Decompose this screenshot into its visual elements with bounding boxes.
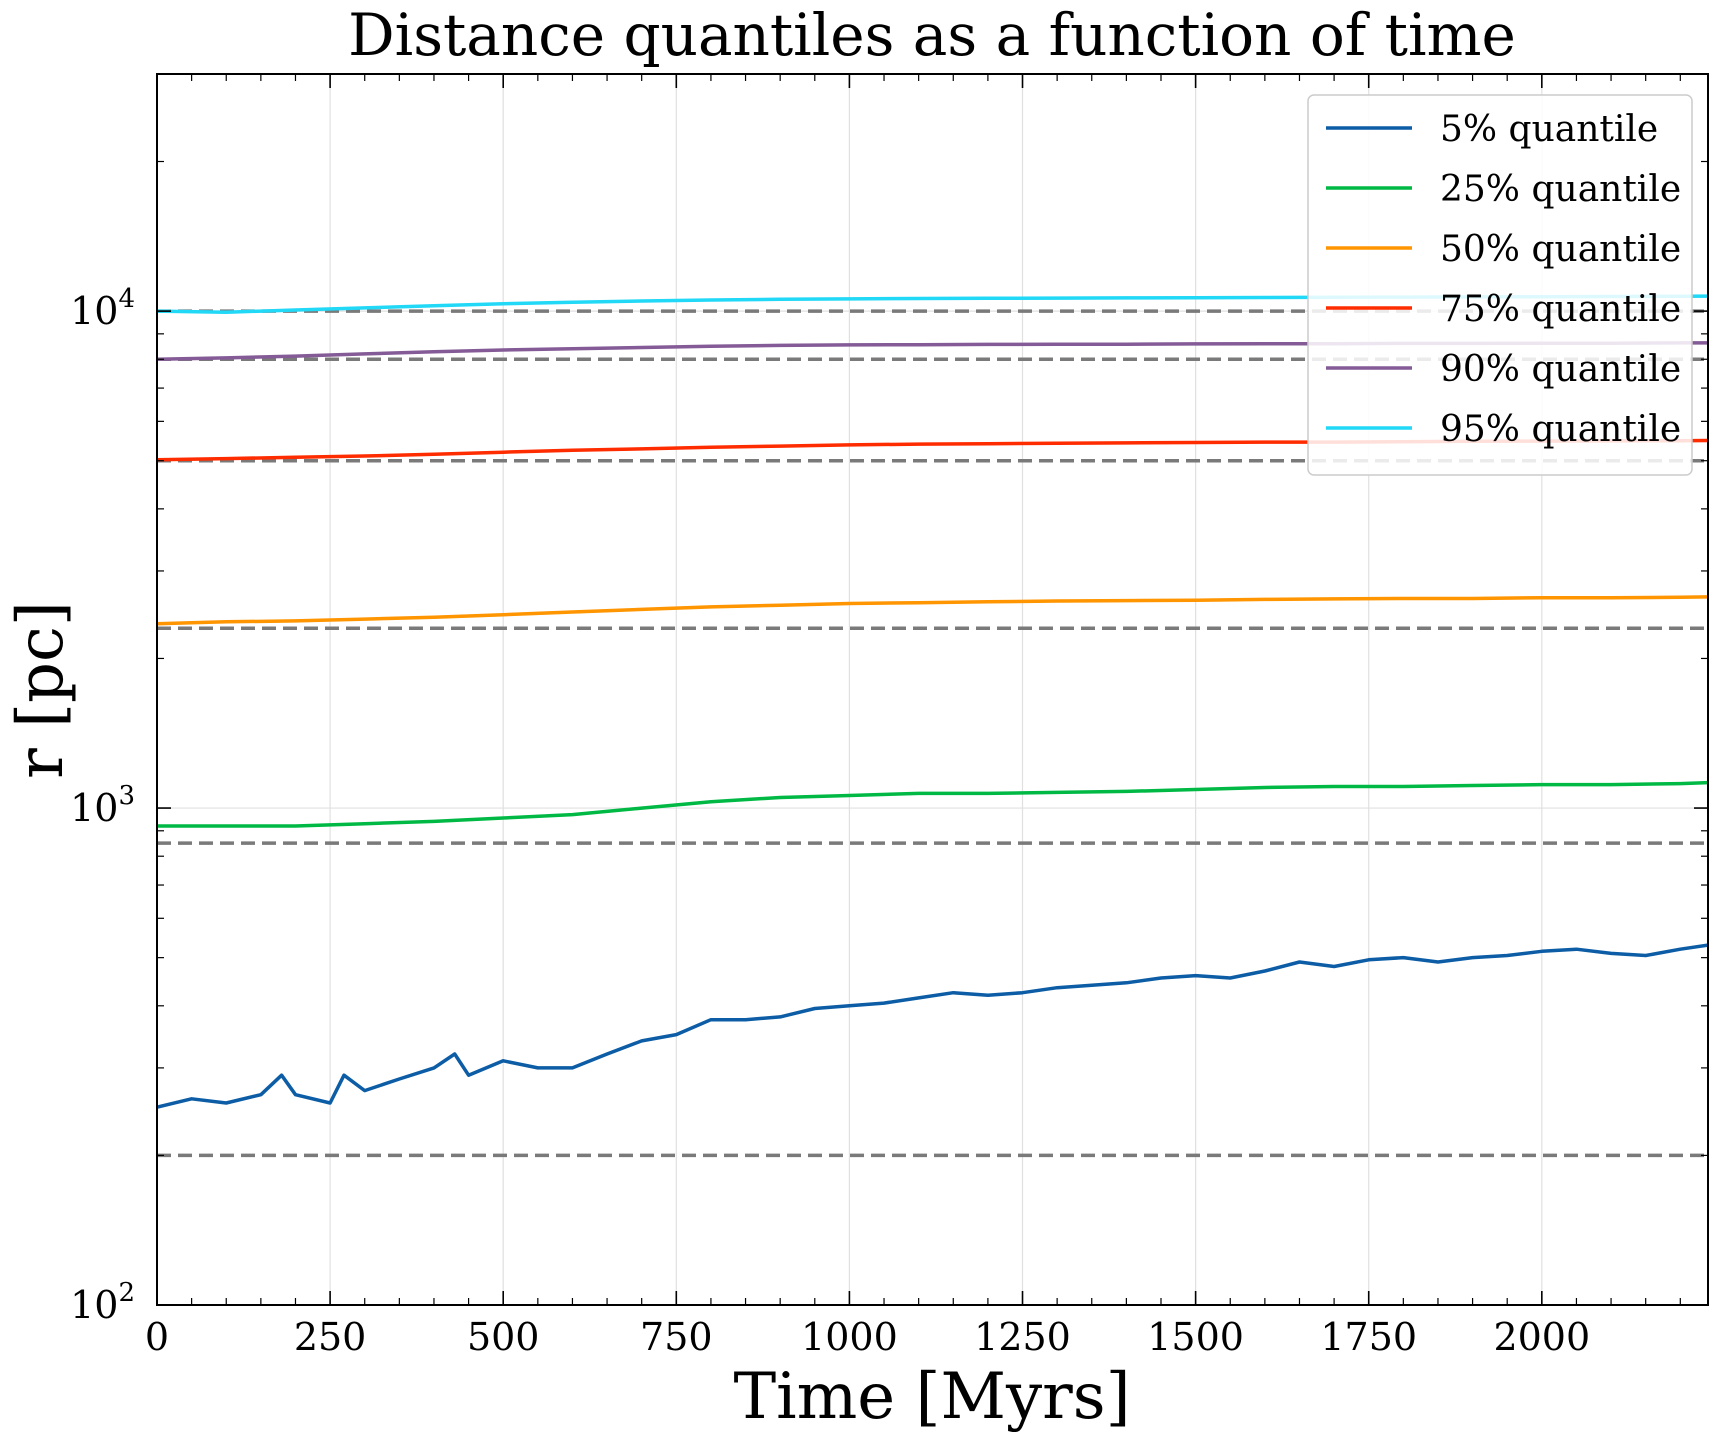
y-tick-label: 104	[70, 284, 135, 333]
y-tick-label: 103	[70, 781, 135, 830]
chart-title: Distance quantiles as a function of time	[348, 1, 1516, 69]
y-tick-label: 102	[70, 1278, 135, 1327]
legend-label: 5% quantile	[1440, 109, 1658, 150]
series-line	[157, 595, 1708, 626]
x-axis: 0 250 500 750 1000 1250 1500 1750 2000	[145, 74, 1681, 1359]
x-tick-label: 0	[145, 1315, 169, 1359]
x-tick-label: 750	[640, 1315, 713, 1359]
legend-label: 75% quantile	[1440, 289, 1681, 330]
x-tick-label: 500	[467, 1315, 540, 1359]
legend-label: 90% quantile	[1440, 349, 1681, 390]
legend-label: 25% quantile	[1440, 169, 1681, 210]
plot-frame	[156, 73, 1709, 1306]
series-line	[157, 943, 1708, 1109]
series-line	[157, 780, 1708, 828]
x-tick-label: 2000	[1493, 1315, 1590, 1359]
y-axis: 102 103 104	[70, 73, 1708, 1327]
legend-label: 95% quantile	[1440, 409, 1681, 450]
legend-label: 50% quantile	[1440, 229, 1681, 270]
x-tick-label: 1000	[801, 1315, 898, 1359]
x-tick-label: 1500	[1147, 1315, 1244, 1359]
legend-box	[1307, 94, 1693, 476]
y-axis-label: r [pc]	[4, 601, 78, 779]
x-tick-label: 1250	[974, 1315, 1071, 1359]
x-tick-label: 250	[294, 1315, 367, 1359]
x-tick-label: 1750	[1320, 1315, 1417, 1359]
x-axis-label: Time [Myrs]	[733, 1360, 1130, 1434]
legend: 5% quantile 25% quantile 50% quantile 75% q…	[1307, 94, 1693, 476]
